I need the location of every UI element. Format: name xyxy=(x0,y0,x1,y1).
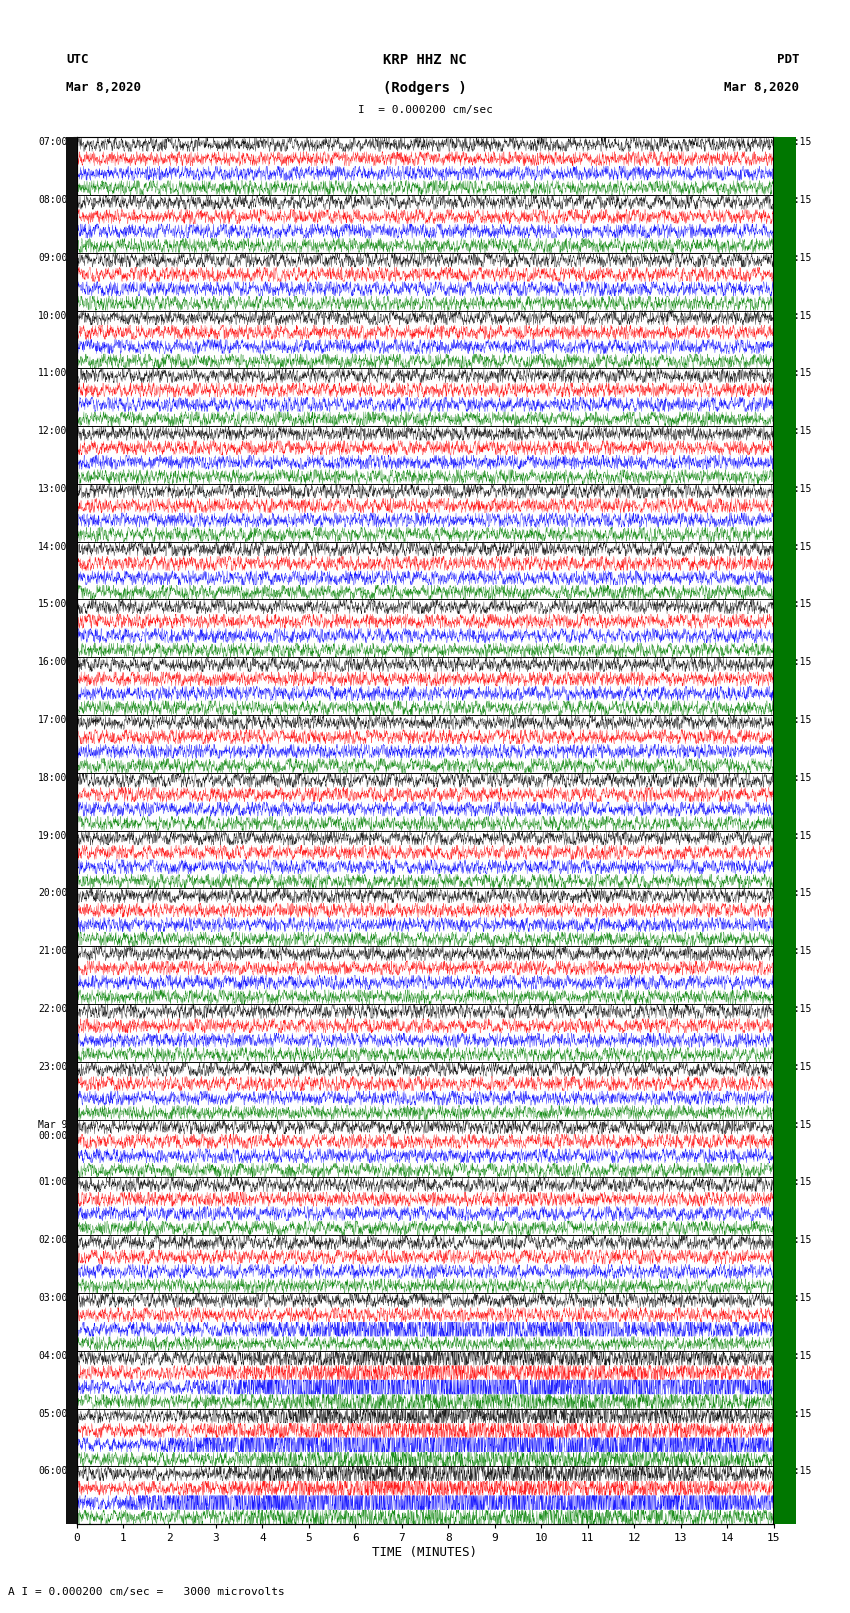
Text: (Rodgers ): (Rodgers ) xyxy=(383,81,467,95)
Text: Mar 8,2020: Mar 8,2020 xyxy=(66,81,141,94)
X-axis label: TIME (MINUTES): TIME (MINUTES) xyxy=(372,1547,478,1560)
Text: I  = 0.000200 cm/sec: I = 0.000200 cm/sec xyxy=(358,105,492,115)
Text: UTC: UTC xyxy=(66,53,88,66)
Text: PDT: PDT xyxy=(777,53,799,66)
Text: A I = 0.000200 cm/sec =   3000 microvolts: A I = 0.000200 cm/sec = 3000 microvolts xyxy=(8,1587,286,1597)
Text: KRP HHZ NC: KRP HHZ NC xyxy=(383,53,467,68)
Text: Mar 8,2020: Mar 8,2020 xyxy=(724,81,799,94)
